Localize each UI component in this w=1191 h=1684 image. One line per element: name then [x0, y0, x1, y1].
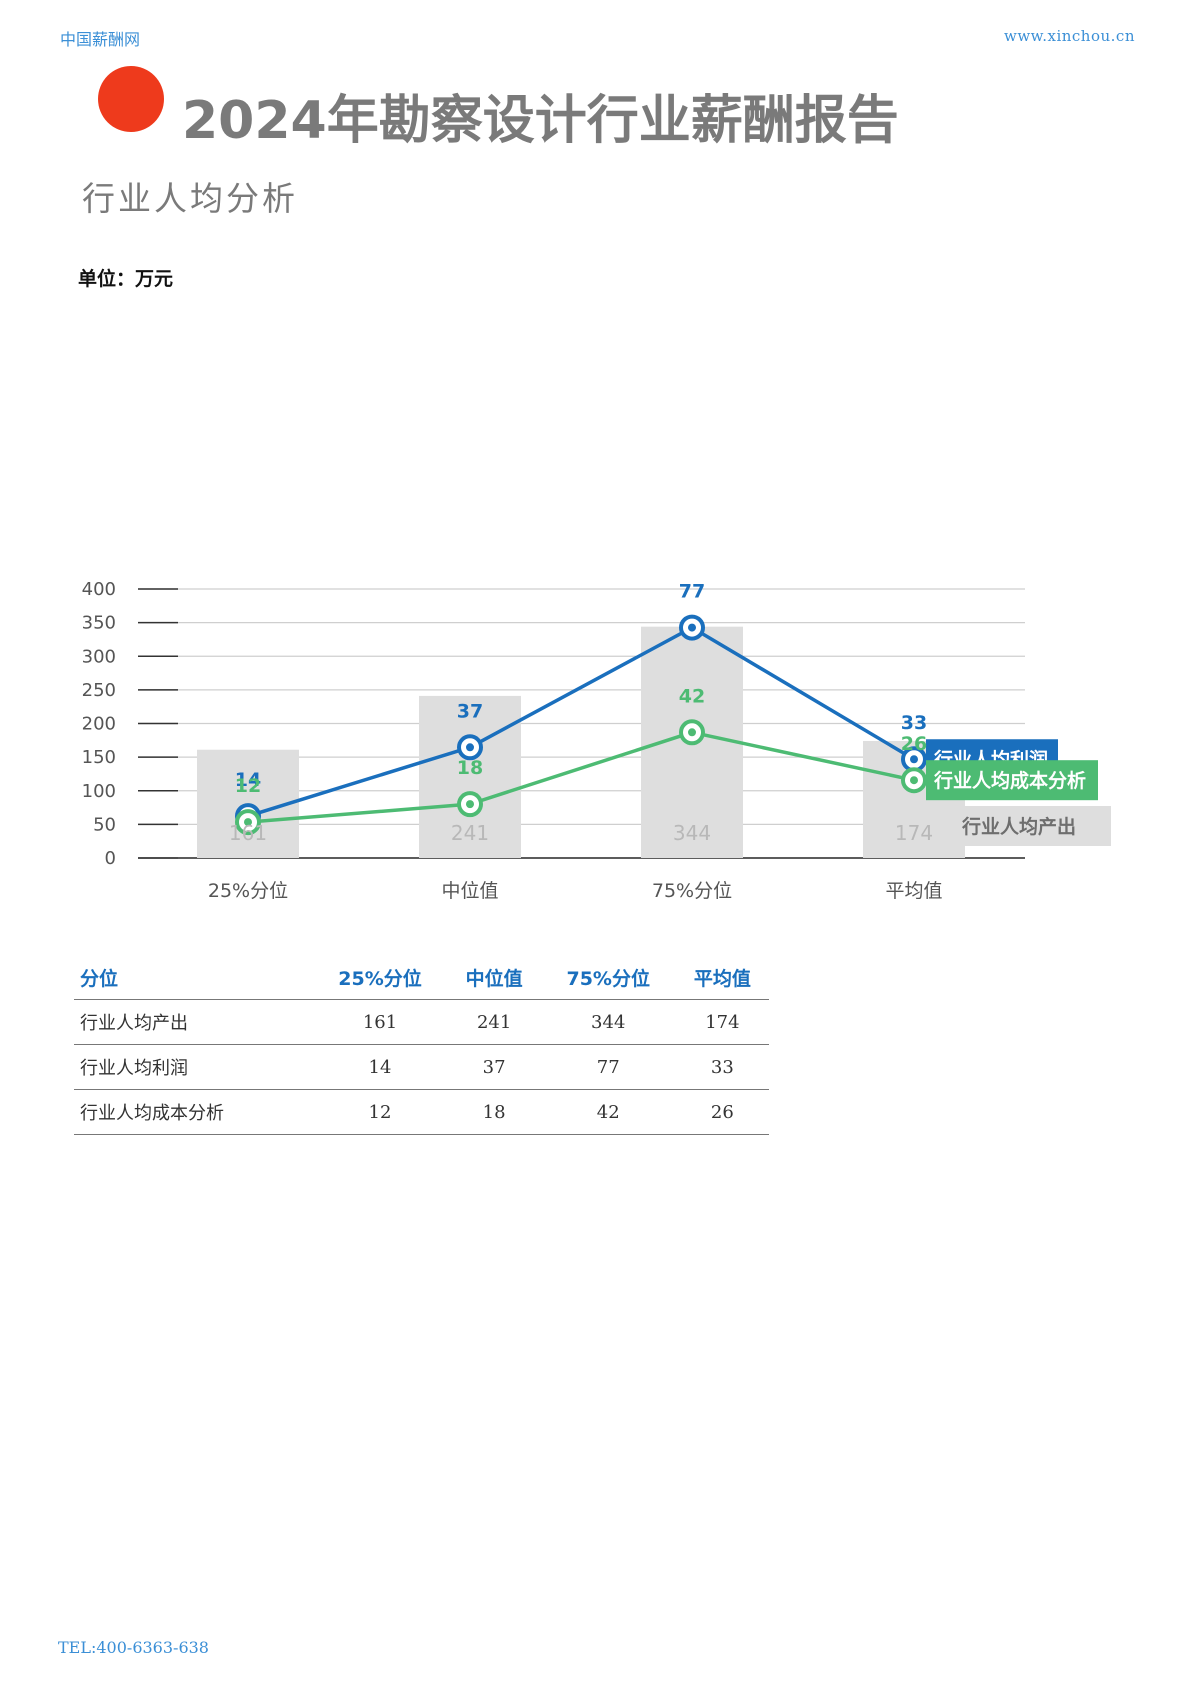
point-value-label: 33 — [901, 712, 927, 734]
labels-layer: 161 241 344 174 25%分位 中位值 75%分位 平均值 14 37 77 33 行业人均… — [208, 581, 1111, 902]
table-row: 行业人均成本分析 12 18 42 26 — [74, 1089, 769, 1135]
series-tag-label: 行业人均产出 — [961, 815, 1076, 838]
series-line — [247, 625, 915, 818]
unit-label: 单位：万元 — [78, 268, 174, 290]
table-header-cell: 75%分位 — [540, 955, 676, 1000]
line-point-center — [910, 776, 918, 785]
y-tick-label: 200 — [82, 714, 116, 735]
bars-layer — [197, 626, 965, 858]
line-point-center — [466, 800, 474, 809]
footer-tel: TEL:400-6363-638 — [58, 1638, 209, 1657]
bar-value-label: 241 — [451, 821, 489, 845]
table-cell: 241 — [447, 999, 541, 1045]
table-cell: 344 — [540, 999, 676, 1045]
table-row: 行业人均产出 161 241 344 174 — [74, 999, 769, 1045]
table-cell: 174 — [675, 999, 769, 1045]
y-tick-label: 350 — [82, 613, 116, 634]
data-table: 分位 25%分位 中位值 75%分位 平均值 行业人均产出 161 241 34… — [74, 955, 769, 1135]
table-header-row: 分位 25%分位 中位值 75%分位 平均值 — [74, 955, 769, 1000]
section-subtitle: 行业人均分析 — [82, 179, 298, 218]
y-tick-label: 250 — [82, 680, 116, 701]
line-point-center — [910, 755, 918, 764]
line-point-center — [688, 623, 696, 632]
table-row: 行业人均利润 14 37 77 33 — [74, 1044, 769, 1090]
x-tick-label: 75%分位 — [652, 880, 732, 902]
table-cell: 12 — [312, 1089, 448, 1135]
table-cell: 161 — [312, 999, 448, 1045]
bar-value-label: 174 — [895, 821, 933, 845]
table-cell: 18 — [447, 1089, 541, 1135]
site-url[interactable]: www.xinchou.cn — [1003, 27, 1135, 45]
table-header-cell: 分位 — [74, 955, 313, 1000]
y-tick-label: 0 — [105, 848, 116, 869]
series-line — [247, 730, 915, 824]
x-tick-label: 平均值 — [885, 880, 942, 902]
combo-chart: 0 50 100 150 200 250 300 350 400 161 241 344 174 25%… — [82, 579, 1111, 902]
table-cell: 26 — [675, 1089, 769, 1135]
line-point-center — [688, 728, 696, 737]
table-cell: 33 — [675, 1044, 769, 1090]
series-tag-bg — [926, 760, 1098, 801]
point-value-label: 12 — [235, 775, 261, 797]
point-value-label: 14 — [235, 769, 261, 791]
table-cell: 行业人均利润 — [74, 1044, 313, 1090]
y-tick-label: 300 — [82, 646, 116, 667]
table-cell: 77 — [540, 1044, 676, 1090]
accent-dot — [98, 66, 164, 132]
table-header-cell: 中位值 — [447, 955, 541, 1000]
point-value-label: 77 — [679, 581, 705, 603]
brand-name: 中国薪酬网 — [60, 30, 141, 49]
lines-layer — [235, 614, 927, 836]
point-value-label: 37 — [457, 700, 483, 722]
report-title: 2024年勘察设计行业薪酬报告 — [182, 91, 899, 151]
y-tick-label: 150 — [82, 747, 116, 768]
series-tag-label: 行业人均成本分析 — [933, 769, 1086, 792]
table-cell: 42 — [540, 1089, 676, 1135]
point-value-label: 26 — [901, 733, 927, 755]
bar-value-label: 161 — [229, 821, 267, 845]
table-header-cell: 平均值 — [675, 955, 769, 1000]
y-tick-label: 50 — [93, 814, 116, 835]
line-point-center — [466, 743, 474, 752]
table-cell: 行业人均成本分析 — [74, 1089, 313, 1135]
bar-value-label: 344 — [673, 821, 711, 845]
table-cell: 14 — [312, 1044, 448, 1090]
point-value-label: 18 — [457, 757, 483, 779]
bar — [419, 695, 521, 858]
table-cell: 行业人均产出 — [74, 999, 313, 1045]
table-header-cell: 25%分位 — [312, 955, 448, 1000]
x-tick-label: 中位值 — [441, 880, 498, 902]
series-tag-bg — [954, 806, 1111, 846]
y-tick-label: 100 — [82, 781, 116, 802]
x-tick-label: 25%分位 — [208, 880, 288, 902]
table-cell: 37 — [447, 1044, 541, 1090]
line-point-center — [244, 818, 252, 827]
y-tick-label: 400 — [82, 579, 116, 600]
point-value-label: 42 — [679, 685, 705, 707]
